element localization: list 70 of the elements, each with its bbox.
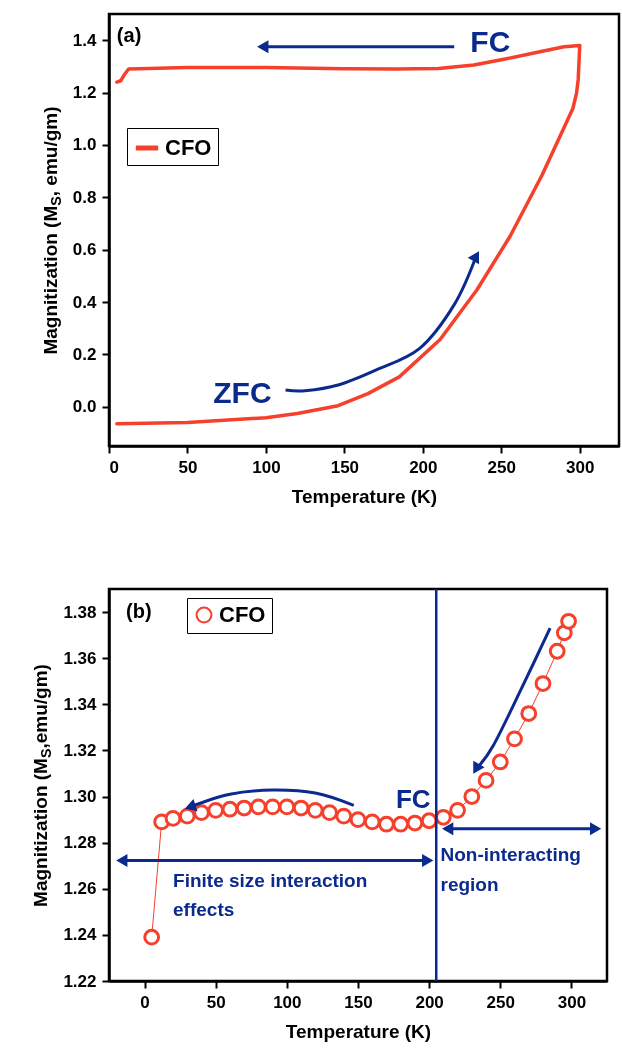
x-tick-label: 300 bbox=[557, 992, 587, 1012]
point bbox=[477, 772, 495, 789]
y-tick-label: 1.0 bbox=[72, 135, 97, 155]
ref-line-label: FC bbox=[395, 783, 431, 814]
y-tick-label: 1.2 bbox=[72, 83, 97, 103]
y-tick-label: 1.28 bbox=[63, 833, 97, 853]
point bbox=[250, 798, 267, 816]
point bbox=[264, 798, 282, 816]
point bbox=[193, 804, 210, 822]
x-tick-label: 100 bbox=[273, 992, 302, 1012]
point bbox=[392, 815, 410, 833]
point bbox=[520, 705, 538, 722]
annotation: (b) bbox=[126, 600, 152, 623]
x-axis-title: Temperature (K) bbox=[285, 1020, 432, 1042]
legend-label: CFO bbox=[219, 602, 266, 627]
x-tick-label: 100 bbox=[252, 457, 281, 477]
point bbox=[406, 814, 424, 832]
point bbox=[491, 753, 509, 771]
x-tick-label: 50 bbox=[206, 992, 226, 1012]
point bbox=[363, 813, 381, 831]
annotation: Non-interacting region bbox=[440, 844, 581, 895]
x-tick-label: 0 bbox=[140, 992, 150, 1012]
point bbox=[278, 798, 296, 816]
y-tick-label: 1.24 bbox=[63, 925, 98, 945]
point bbox=[143, 928, 161, 946]
annotation: (a) bbox=[116, 24, 142, 47]
point bbox=[560, 612, 577, 630]
point bbox=[463, 788, 481, 805]
y-tick-label: 1.30 bbox=[63, 787, 97, 807]
x-tick-label: 250 bbox=[487, 457, 516, 477]
point bbox=[378, 815, 395, 833]
point bbox=[221, 800, 239, 818]
x-tick-label: 150 bbox=[330, 457, 360, 477]
y-tick-label: 0.2 bbox=[72, 344, 97, 364]
x-tick-label: 200 bbox=[409, 457, 438, 477]
y-tick-label: 0.8 bbox=[72, 187, 97, 207]
point bbox=[449, 801, 466, 819]
point bbox=[506, 730, 523, 748]
point bbox=[321, 804, 338, 822]
point bbox=[335, 807, 353, 825]
x-axis-title: Temperature (K) bbox=[291, 485, 438, 507]
annotation: ZFC bbox=[213, 375, 272, 409]
annotation: Finite size interaction effects bbox=[173, 869, 368, 921]
y-tick-label: 1.38 bbox=[63, 602, 97, 622]
point bbox=[548, 642, 566, 660]
y-tick-label: 1.36 bbox=[63, 648, 97, 668]
x-tick-label: 250 bbox=[486, 992, 515, 1012]
y-tick-label: 1.32 bbox=[63, 740, 97, 760]
x-tick-label: 200 bbox=[415, 992, 444, 1012]
point bbox=[292, 799, 310, 817]
y-tick-label: 1.34 bbox=[63, 694, 98, 714]
x-tick-label: 300 bbox=[566, 457, 595, 477]
annotation: FC bbox=[470, 24, 511, 58]
y-tick-label: 1.22 bbox=[63, 971, 97, 991]
y-tick-label: 0.0 bbox=[72, 397, 97, 417]
point bbox=[306, 801, 324, 819]
point bbox=[349, 811, 367, 828]
y-tick-label: 0.6 bbox=[72, 240, 97, 260]
y-tick-label: 1.4 bbox=[72, 30, 98, 50]
x-tick-label: 0 bbox=[109, 457, 119, 477]
y-tick-label: 0.4 bbox=[72, 292, 98, 312]
point bbox=[207, 801, 225, 819]
point bbox=[534, 675, 552, 692]
x-tick-label: 50 bbox=[178, 457, 198, 477]
y-tick-label: 1.26 bbox=[63, 879, 97, 899]
x-tick-label: 150 bbox=[344, 992, 373, 1012]
point bbox=[178, 807, 196, 825]
point bbox=[164, 810, 182, 827]
point bbox=[235, 799, 253, 817]
legend-label: CFO bbox=[165, 135, 212, 160]
